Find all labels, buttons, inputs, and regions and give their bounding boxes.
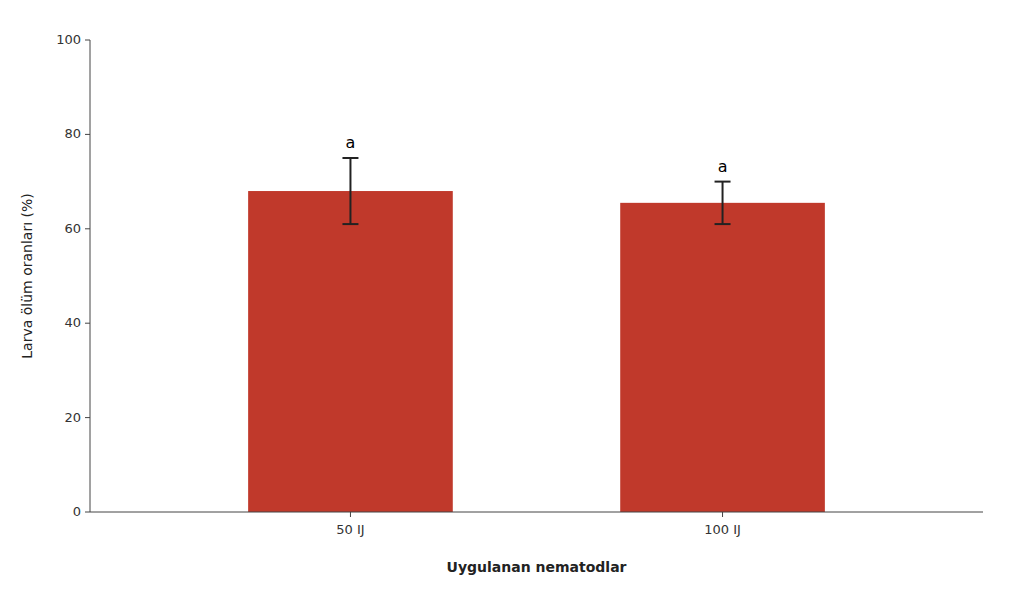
error-bar [715,182,731,224]
bar [620,203,825,512]
x-tick [350,512,351,517]
chart-svg: a a 0 20 40 60 80 100 50 IJ 100 IJ Uygulanan nemat… [0,0,1023,602]
y-tick-label: 80 [64,126,81,141]
y-tick-label: 100 [56,32,81,47]
x-axis-line [90,512,983,513]
x-tick-label: 50 IJ [336,522,364,537]
significance-label: a [346,133,356,152]
y-axis-line [90,40,91,512]
error-cap [342,223,358,225]
y-tick [85,512,90,513]
y-tick [85,40,90,41]
x-axis-label: Uygulanan nematodlar [447,559,627,575]
y-axis-label: Larva ölüm oranları (%) [19,193,35,358]
x-tick-label: 100 IJ [704,522,741,537]
y-tick-label: 20 [64,410,81,425]
background [0,0,1023,602]
y-tick [85,134,90,135]
x-tick [722,512,723,517]
chart-container: a a 0 20 40 60 80 100 50 IJ 100 IJ Uygulanan nemat… [0,0,1023,602]
y-tick [85,417,90,418]
error-stem [722,182,724,224]
error-cap [715,181,731,183]
plot-area [248,158,825,512]
y-tick [85,323,90,324]
bar [248,191,453,512]
error-stem [349,158,351,224]
error-bar [342,158,358,224]
error-cap [342,157,358,159]
y-tick-label: 40 [64,315,81,330]
y-tick-label: 0 [73,504,81,519]
y-tick [85,228,90,229]
y-tick-label: 60 [64,221,81,236]
error-cap [715,223,731,225]
significance-label: a [718,157,728,176]
